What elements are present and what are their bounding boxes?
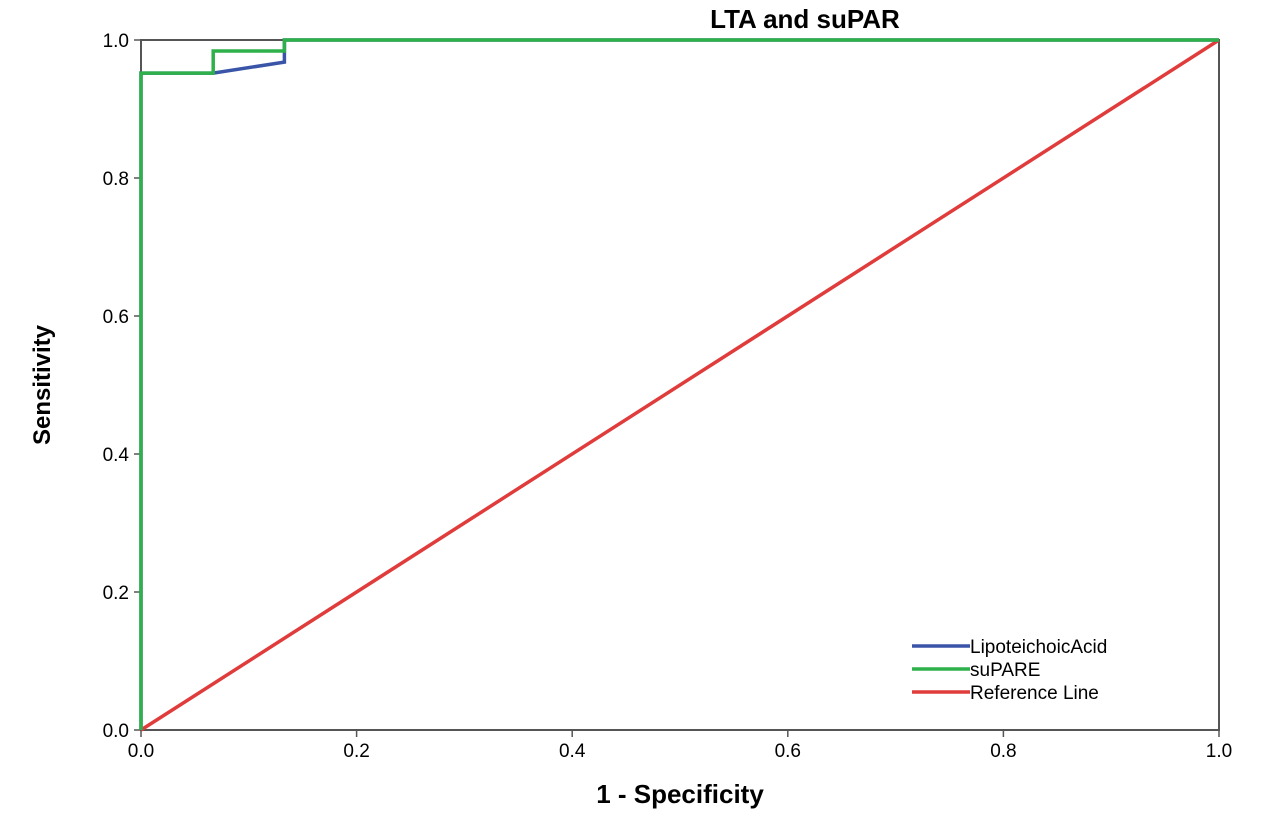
legend-label-reference-line: Reference Line — [970, 683, 1099, 704]
series-layer — [139, 38, 1220, 732]
y-axis-ticks: 0.0 0.2 0.4 0.6 0.8 1.0 — [103, 31, 141, 742]
y-tick-label: 0.2 — [103, 583, 129, 604]
y-tick-label: 0.8 — [103, 169, 129, 190]
x-tick-label: 0.4 — [559, 741, 586, 762]
series-line-reference-line — [140, 38, 1220, 732]
y-axis-label: Sensitivity — [29, 324, 56, 445]
x-axis-ticks: 0.0 0.2 0.4 0.6 0.8 1.0 — [128, 730, 1232, 762]
y-tick-label: 0.4 — [103, 445, 130, 466]
legend-label-supare: suPARE — [970, 660, 1040, 681]
series-line-supare — [139, 38, 1219, 730]
legend-label-lipoteichoicacid: LipoteichoicAcid — [970, 637, 1107, 658]
x-tick-label: 0.0 — [128, 741, 154, 762]
y-tick-label: 0.6 — [103, 307, 129, 328]
x-axis-label: 1 - Specificity — [596, 779, 764, 809]
x-tick-label: 0.6 — [775, 741, 801, 762]
x-tick-label: 1.0 — [1206, 741, 1232, 762]
y-tick-label: 1.0 — [103, 31, 129, 52]
chart-title: LTA and suPAR — [710, 4, 900, 34]
x-tick-label: 0.8 — [990, 741, 1016, 762]
x-tick-label: 0.2 — [343, 741, 369, 762]
y-tick-label: 0.0 — [103, 721, 129, 742]
